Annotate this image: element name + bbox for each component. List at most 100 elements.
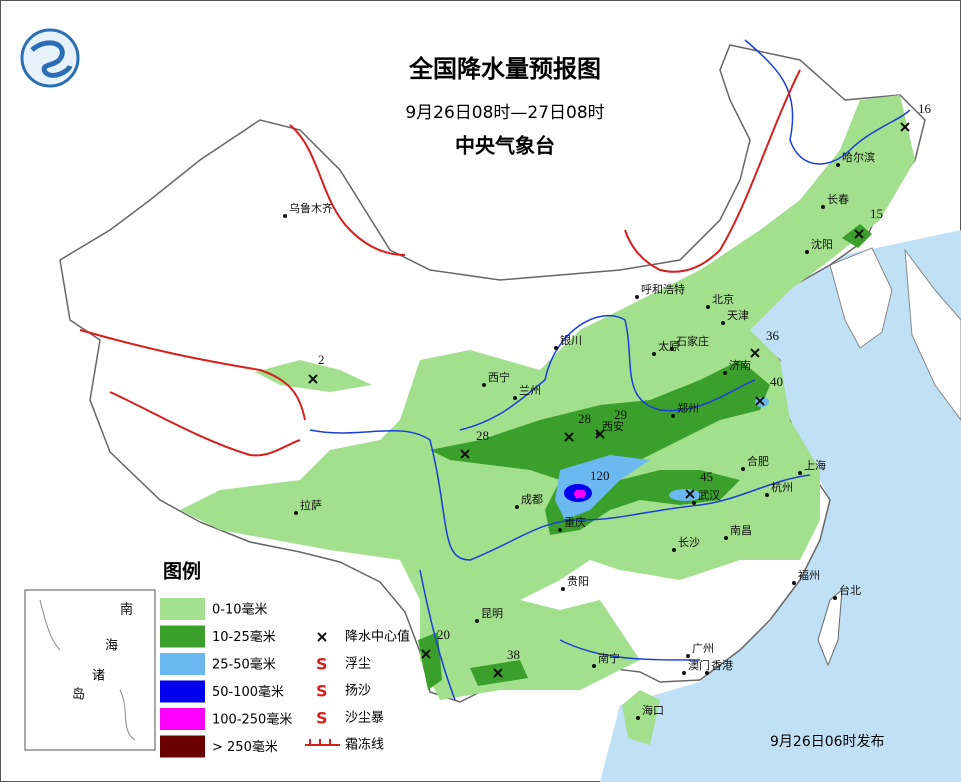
city-dot (792, 581, 796, 585)
legend-label: 10-25毫米 (212, 629, 276, 645)
city-dot (686, 654, 690, 658)
city-dot (561, 587, 565, 591)
city-dot (554, 346, 558, 350)
city-label: 南昌 (730, 524, 752, 537)
city-dot (592, 664, 596, 668)
precip-center-value: 20 (437, 627, 450, 642)
city-label: 郑州 (677, 401, 699, 415)
legend-symbol (317, 632, 327, 642)
rain-25-50 (669, 489, 701, 501)
precip-center-mark (564, 432, 574, 442)
precip-center-mark (755, 396, 765, 406)
city-label: 长春 (827, 193, 849, 206)
city-dot (635, 295, 639, 299)
city-dot (652, 352, 656, 356)
city-dot (671, 414, 675, 418)
legend-label: > 250毫米 (212, 739, 278, 755)
inset-label: 南 (120, 602, 133, 618)
city-label: 香港 (711, 659, 733, 672)
city-label: 拉萨 (300, 498, 322, 512)
legend-symbol-label: 扬沙 (345, 684, 371, 699)
legend-label: 100-250毫米 (212, 712, 292, 728)
city-dot (558, 528, 562, 532)
city-label: 呼和浩特 (641, 282, 685, 296)
city-label: 太原 (658, 340, 680, 353)
legend-swatch (160, 708, 205, 730)
city-label: 合肥 (747, 454, 769, 468)
inset-label: 海 (105, 639, 118, 654)
city-label: 银川 (560, 333, 582, 347)
precip-center-mark (854, 229, 864, 239)
city-dot (515, 505, 519, 509)
city-dot (670, 347, 674, 351)
precip-center-value: 45 (700, 469, 713, 484)
legend-label: 50-100毫米 (212, 684, 284, 700)
legend-symbol: S (316, 709, 328, 728)
precip-center-value: 40 (770, 374, 783, 389)
city-dot (482, 383, 486, 387)
city-label: 济南 (729, 358, 751, 372)
rain-0-10 (622, 690, 660, 745)
city-label: 兰州 (519, 384, 541, 397)
city-label: 沈阳 (811, 237, 833, 251)
city-dot (765, 493, 769, 497)
legend-label: 0-10毫米 (212, 602, 268, 618)
sea (600, 230, 961, 782)
city-label: 南宁 (598, 651, 620, 665)
city-label: 重庆 (564, 515, 586, 529)
city-label: 石家庄 (676, 334, 709, 348)
precip-center-mark (493, 668, 503, 678)
city-label: 贵阳 (567, 575, 589, 588)
city-dot (805, 250, 809, 254)
precip-center-value: 36 (766, 328, 780, 343)
title: 全国降水量预报图 (408, 55, 601, 83)
city-label: 长沙 (678, 536, 700, 549)
precip-center-mark (595, 429, 605, 439)
legend-swatch (160, 625, 205, 648)
city-dot (672, 548, 676, 552)
issuer: 中央气象台 (455, 134, 555, 158)
city-label: 昆明 (481, 607, 503, 620)
precip-center-value: 120 (590, 468, 610, 483)
precip-center-mark (575, 489, 585, 499)
legend-swatch (160, 598, 205, 620)
inset-coast (39, 599, 136, 741)
city-label: 西安 (602, 419, 624, 433)
rain-25-50 (555, 455, 650, 520)
legend-symbol-label: 沙尘暴 (345, 711, 384, 726)
legend-swatch (160, 735, 205, 758)
precip-center-value: 28 (578, 411, 591, 426)
precip-center-value: 38 (507, 647, 520, 662)
city-dot (798, 471, 802, 475)
precip-center-mark (460, 449, 470, 459)
city-label: 北京 (712, 292, 734, 306)
legend-symbol-label: 浮尘 (345, 657, 371, 672)
legend-swatch (160, 653, 205, 675)
city-dot (833, 596, 837, 600)
city-label: 西宁 (488, 370, 510, 384)
rain-0-10 (180, 95, 915, 700)
city-dot (741, 467, 745, 471)
city-dot (724, 536, 728, 540)
city-label: 杭州 (771, 480, 793, 494)
city-label: 哈尔滨 (842, 150, 875, 164)
city-dot (821, 205, 825, 209)
legend-swatch (160, 680, 205, 703)
city-dot (705, 671, 709, 675)
city-label: 天津 (727, 309, 749, 322)
city-dot (475, 619, 479, 623)
city-label: 乌鲁木齐 (289, 201, 333, 215)
logo (20, 28, 80, 88)
city-dot (636, 716, 640, 720)
precip-center-value: 29 (614, 407, 627, 422)
taiwan (817, 588, 843, 667)
precip-center-value: 28 (476, 428, 489, 443)
inset-map (24, 589, 156, 751)
precip-center-value: 16 (918, 101, 932, 116)
japan (904, 248, 961, 421)
city-label: 台北 (839, 583, 861, 597)
inset-label: 岛 (72, 687, 85, 703)
rivers (309, 39, 911, 701)
legend-symbol-label: 霜冻线 (345, 737, 384, 753)
precip-center-value: 2 (318, 352, 325, 367)
